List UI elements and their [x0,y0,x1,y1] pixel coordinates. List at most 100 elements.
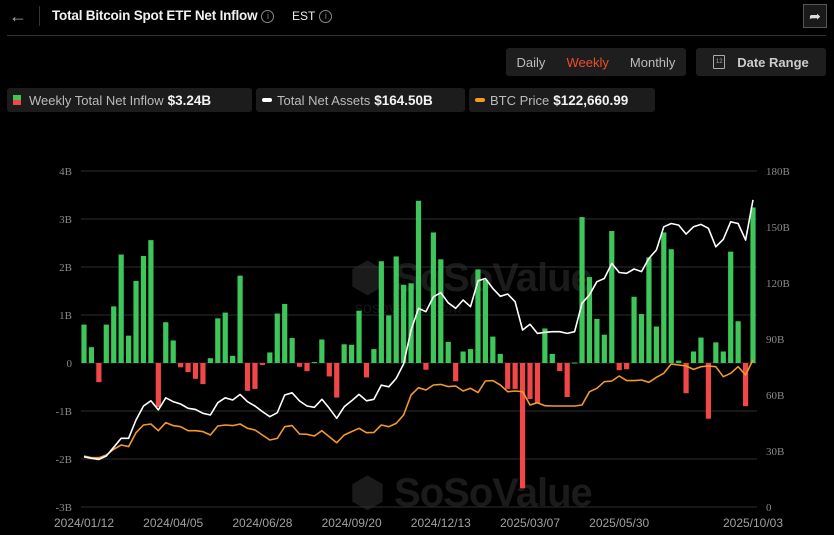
left-axis-tick-label: 2B [59,262,72,274]
inflow-bar [549,353,555,363]
inflow-bar [438,259,444,363]
legend-btc-price[interactable]: BTC Price $122,660.99 [469,88,655,112]
date-range-button[interactable]: 12 Date Range [696,48,826,76]
x-axis-tick-label: 2025/03/07 [500,516,560,530]
inflow-bar [542,328,548,363]
inflow-bar [564,363,570,398]
inflow-bar [467,349,474,363]
inflow-bar [690,351,697,363]
inflow-bar [676,360,682,363]
inflow-bar [460,351,466,363]
legend-weekly-net-inflow[interactable]: Weekly Total Net Inflow $3.24B [7,88,252,112]
inflow-bar [259,363,265,365]
inflow-bar [594,318,600,363]
inflow-bar [311,362,318,364]
period-toggle: Daily Weekly Monthly [506,48,686,76]
inflow-bar [624,363,630,370]
inflow-bar [215,318,221,363]
inflow-bar [230,355,236,363]
inflow-bar [267,352,273,363]
inflow-bar [252,363,258,389]
legend-total-net-assets[interactable]: Total Net Assets $164.50B [256,88,465,112]
left-axis-tick-label: 4B [59,166,72,178]
inflow-bar [519,363,526,489]
period-daily[interactable]: Daily [516,54,546,70]
inflow-bar [148,240,154,363]
inflow-bar [282,303,288,363]
inflow-bar [386,315,392,363]
inflow-bar [579,217,585,363]
legend-label: Weekly Total Net Inflow [29,92,164,108]
inflow-bar [326,363,332,377]
left-axis-tick-label: 1B [59,310,72,322]
inflow-bar [378,261,384,363]
inflow-bar [497,353,503,363]
legend-label: Total Net Assets [277,92,371,108]
arrow-left-icon: ← [9,6,27,26]
net-inflow-chart: 4B 3B 2B 1B 0 -1B -2B -3B 180B 150B 120B 90B 60B 30B 0… [54,166,790,530]
inflow-bar [304,363,310,372]
inflow-bar [140,255,147,363]
inflow-bar [296,363,303,367]
inflow-bar [475,269,481,363]
inflow-bar [653,326,659,363]
inflow-bar [512,363,518,389]
total-net-assets-line [83,199,754,461]
inflow-bar [118,254,124,363]
inflow-bar [341,344,347,363]
inflow-bar [334,363,340,398]
timezone-text: EST [292,9,316,23]
inflow-bar [81,324,87,363]
inflow-bar [750,207,756,363]
period-monthly[interactable]: Monthly [629,54,676,70]
inflow-bar [557,363,563,372]
watermark: ⬢ SoSoValue [350,471,593,515]
inflow-bar [237,275,243,363]
calendar-icon: 12 [713,55,726,69]
inflow-bar [371,349,377,363]
period-weekly[interactable]: Weekly [566,54,609,70]
x-axis-tick-label: 2024/04/05 [143,516,203,530]
share-button[interactable]: ➦ [803,4,827,28]
timezone-label: EST i [292,9,333,23]
inflow-bar [96,363,102,383]
right-axis-tick-label: 90B [766,334,784,346]
inflow-bar [586,277,593,363]
inflow-bar [163,322,169,363]
inflow-bar [274,313,280,363]
inflow-bar [534,363,541,404]
inflow-bar [490,336,496,363]
left-axis-tick-label: -3B [56,502,73,514]
inflow-bar [445,341,451,363]
inflow-bar [713,342,719,363]
inflow-bar [698,337,704,363]
header-divider [39,6,40,26]
legend-swatch-white [262,98,272,102]
x-axis-tick-label: 2024/09/20 [322,516,382,530]
inflow-bar [170,340,176,363]
inflow-bar [735,321,741,363]
inflow-bar [178,363,184,368]
inflow-bar [207,358,213,363]
inflow-bar [453,363,459,382]
inflow-bar [742,363,749,407]
info-circle-icon[interactable]: i [261,10,275,23]
info-circle-icon[interactable]: i [319,10,333,23]
inflow-bar [349,344,355,363]
header-separator [7,35,826,36]
inflow-bar [111,306,117,363]
inflow-bar [244,363,251,391]
inflow-bar [668,249,674,363]
inflow-bar [423,363,429,370]
left-axis-tick-label: 3B [59,214,72,226]
right-axis-tick-label: 30B [766,446,784,458]
x-axis-tick-label: 2025/05/30 [589,516,649,530]
left-axis-tick-label: -2B [56,454,73,466]
inflow-bar [631,296,637,363]
legend-value: $3.24B [167,92,212,108]
inflow-bar [200,363,206,385]
legend-value: $122,660.99 [553,92,629,108]
inflow-bar [683,363,689,394]
back-button[interactable]: ← [9,6,27,26]
inflow-bar [572,362,578,364]
